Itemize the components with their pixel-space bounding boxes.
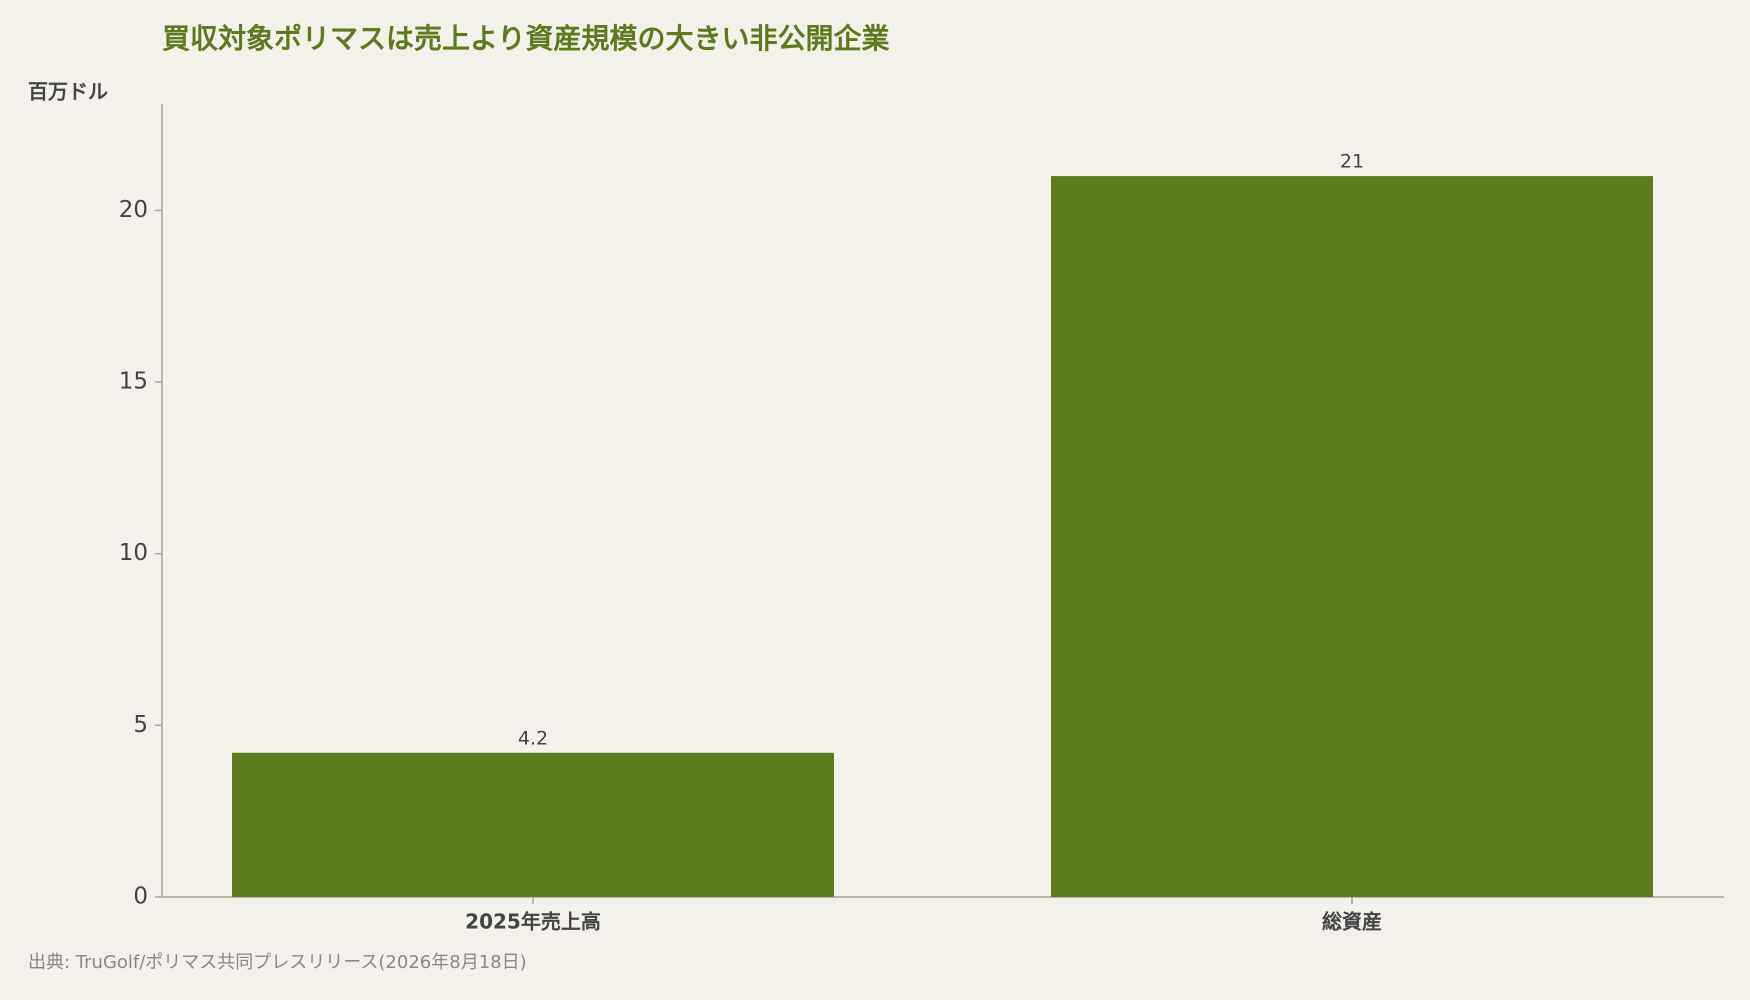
y-tick-label: 0 [133,884,148,910]
source: 出典: TruGolf/ポリマス共同プレスリリース(2026年8月18日) [28,952,527,973]
chart-title: 買収対象ポリマスは売上より資産規模の大きい非公開企業 [162,22,889,55]
value-label: 21 [1340,151,1364,173]
y-tick-label: 10 [119,540,148,566]
y-tick-label: 5 [133,712,148,738]
bar [232,752,834,897]
x-tick-label: 2025年売上高 [465,910,601,934]
y-tick-label: 15 [119,369,148,395]
y-tick-label: 20 [119,197,148,223]
value-label: 4.2 [518,727,548,749]
y-axis-label: 百万ドル [28,80,108,104]
bar [1051,176,1653,897]
x-tick-label: 総資産 [1322,910,1382,934]
